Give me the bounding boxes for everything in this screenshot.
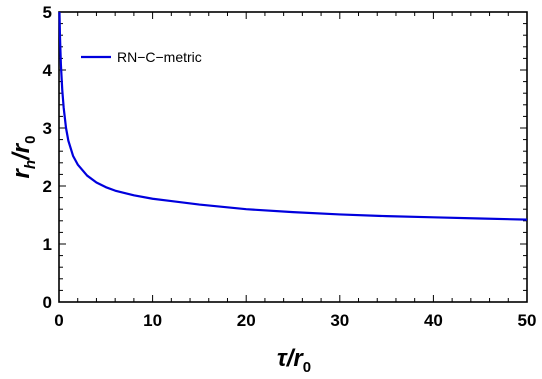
series-group (58, 11, 528, 221)
x-tick-label: 40 (424, 311, 443, 330)
y-axis-title-sub-0: 0 (22, 136, 39, 144)
tick-labels: 0 10 20 30 40 50 0 1 2 3 4 5 (43, 3, 537, 330)
x-tick-label: 30 (330, 311, 349, 330)
y-tick-label: 3 (43, 119, 52, 138)
legend: RN−C−metric (81, 49, 202, 65)
legend-label: RN−C−metric (117, 49, 202, 65)
y-tick-label: 4 (43, 61, 53, 80)
x-axis-title-main: τ/r (277, 345, 304, 372)
series-line-0 (58, 11, 528, 221)
plot-frame (58, 11, 528, 303)
y-tick-label: 1 (43, 235, 52, 254)
y-tick-label: 2 (43, 177, 52, 196)
y-axis-title-main: r (8, 167, 35, 178)
y-tick-label: 0 (43, 293, 52, 312)
y-tick-label: 5 (43, 3, 52, 22)
x-axis-title-sub: 0 (303, 359, 311, 376)
x-tick-label: 10 (143, 311, 162, 330)
x-tick-label: 20 (237, 311, 256, 330)
x-tick-label: 50 (518, 311, 537, 330)
y-axis-title: rh/r0 (8, 136, 39, 179)
x-tick-label: 0 (54, 311, 63, 330)
x-axis-title: τ/r0 (277, 345, 311, 376)
y-axis-title-mid: /r (8, 142, 35, 161)
axis-ticks (58, 11, 528, 303)
y-axis-title-sub-h: h (22, 160, 39, 169)
